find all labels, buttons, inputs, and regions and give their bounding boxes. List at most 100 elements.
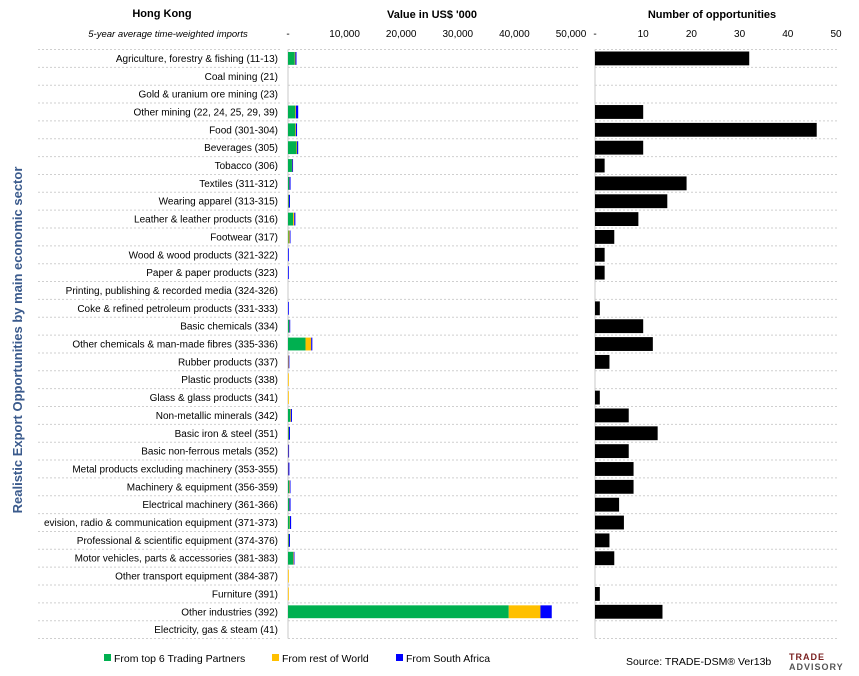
category-label: Motor vehicles, parts & accessories (381… bbox=[75, 554, 278, 565]
value-bar-sa bbox=[289, 319, 291, 333]
category-label: Non-metallic minerals (342) bbox=[156, 411, 278, 422]
opp-bar bbox=[595, 194, 668, 209]
category-label: Beverages (305) bbox=[204, 143, 278, 154]
opp-tick-label: - bbox=[593, 29, 596, 40]
category-label: Leather & leather products (316) bbox=[134, 215, 278, 226]
category-label: Tobacco (306) bbox=[215, 161, 278, 172]
legend-swatch-rest bbox=[272, 654, 279, 661]
opp-bar bbox=[595, 122, 817, 137]
category-label: Metal products excluding machinery (353-… bbox=[72, 464, 278, 475]
category-label: Textiles (311-312) bbox=[199, 179, 278, 190]
value-bar-rest bbox=[293, 212, 295, 226]
value-bar-sa bbox=[311, 337, 313, 351]
category-label: Other transport equipment (384-387) bbox=[115, 572, 278, 583]
category-label: Footwear (317) bbox=[210, 232, 278, 243]
legend-label-rest: From rest of World bbox=[282, 653, 369, 665]
value-bar-rest bbox=[290, 409, 292, 422]
value-bar-rest bbox=[293, 551, 294, 565]
opp-bar bbox=[595, 551, 615, 566]
opp-bar bbox=[595, 390, 600, 405]
category-label: Food (301-304) bbox=[209, 125, 278, 136]
category-label: Paper & paper products (323) bbox=[146, 268, 278, 279]
value-bar-top6 bbox=[288, 230, 289, 244]
category-label: Agriculture, forestry & fishing (11-13) bbox=[116, 54, 278, 65]
category-label: Basic iron & steel (351) bbox=[175, 429, 278, 440]
value-bar-sa bbox=[297, 141, 299, 155]
category-label: Basic chemicals (334) bbox=[180, 322, 278, 333]
value-bar-sa bbox=[294, 212, 296, 226]
value-bar-sa bbox=[292, 159, 294, 172]
value-bar-rest bbox=[288, 391, 289, 404]
value-bar-sa bbox=[288, 355, 290, 369]
legend: From top 6 Trading Partners From rest of… bbox=[104, 653, 490, 665]
category-label: Other mining (22, 24, 25, 29, 39) bbox=[133, 107, 278, 118]
opp-bar bbox=[595, 265, 605, 280]
category-label: Professional & scientific equipment (374… bbox=[77, 536, 278, 547]
opp-bar bbox=[595, 354, 610, 369]
value-bar-sa bbox=[288, 301, 289, 315]
opp-bar bbox=[595, 604, 663, 619]
opp-bar bbox=[595, 105, 644, 119]
value-chart-title: Value in US$ '000 bbox=[387, 9, 477, 21]
category-label: Plastic products (338) bbox=[181, 375, 278, 386]
value-bar-sa bbox=[289, 516, 292, 529]
category-label: Coal mining (21) bbox=[205, 72, 278, 83]
value-bar-sa bbox=[288, 426, 290, 440]
opp-bar bbox=[595, 444, 629, 459]
value-bar-top6 bbox=[288, 605, 509, 619]
opp-bar bbox=[595, 426, 658, 441]
value-bar-sa bbox=[288, 248, 289, 262]
value-tick-label: 20,000 bbox=[386, 29, 417, 40]
opp-bar bbox=[595, 301, 600, 316]
opp-bar bbox=[595, 212, 639, 226]
category-label: Electricity, gas & steam (41) bbox=[154, 625, 278, 636]
legend-label-top6: From top 6 Trading Partners bbox=[114, 653, 245, 665]
opp-tick-label: 10 bbox=[638, 29, 650, 40]
opp-bar bbox=[595, 337, 653, 351]
legend-swatch-top6 bbox=[104, 654, 111, 661]
category-label: Coke & refined petroleum products (331-3… bbox=[77, 304, 278, 315]
value-bar-top6 bbox=[288, 516, 290, 529]
value-bar-rest bbox=[508, 605, 541, 619]
value-bar-top6 bbox=[288, 319, 290, 333]
value-tick-label: 30,000 bbox=[443, 29, 474, 40]
value-bar-sa bbox=[289, 480, 291, 494]
value-bar-top6 bbox=[288, 409, 291, 422]
value-bar-top6 bbox=[288, 551, 294, 565]
value-tick-label: 10,000 bbox=[329, 29, 360, 40]
opp-bar bbox=[595, 140, 644, 155]
value-bar-sa bbox=[540, 605, 552, 619]
opp-chart-title: Number of opportunities bbox=[648, 9, 776, 21]
source-note: Source: TRADE-DSM® Ver13b bbox=[626, 656, 771, 668]
opp-bar bbox=[595, 319, 644, 334]
value-bar-top6 bbox=[288, 426, 289, 440]
value-bar-sa bbox=[295, 105, 299, 119]
category-label: Electrical machinery (361-366) bbox=[142, 500, 278, 511]
value-bar-sa bbox=[288, 266, 289, 280]
value-bar-top6 bbox=[288, 212, 294, 226]
vertical-axis-title: Realistic Export Opportunities by main e… bbox=[10, 167, 25, 514]
value-bar-sa bbox=[293, 551, 295, 565]
value-tick-label: 40,000 bbox=[499, 29, 530, 40]
value-bar-top6 bbox=[288, 337, 306, 351]
opp-bar bbox=[595, 51, 750, 66]
value-bar-rest bbox=[288, 569, 289, 583]
opp-tick-label: 40 bbox=[782, 29, 794, 40]
category-label: Machinery & equipment (356-359) bbox=[127, 482, 278, 493]
value-bar-top6 bbox=[288, 159, 292, 172]
logo-line1: TRADE bbox=[789, 652, 825, 662]
value-bar-top6 bbox=[288, 123, 296, 137]
row-separators bbox=[38, 49, 839, 640]
value-bar-sa bbox=[289, 498, 291, 512]
value-bar-sa bbox=[295, 52, 297, 65]
value-bar-sa bbox=[295, 123, 298, 137]
opp-bar bbox=[595, 247, 605, 262]
value-bar-rest bbox=[305, 337, 312, 351]
category-label: Basic non-ferrous metals (352) bbox=[141, 447, 278, 458]
category-labels: Agriculture, forestry & fishing (11-13) C… bbox=[44, 54, 278, 636]
value-tick-label: - bbox=[286, 29, 289, 40]
opp-bar bbox=[595, 479, 634, 494]
category-label: Wearing apparel (313-315) bbox=[159, 197, 278, 208]
category-label: Gold & uranium ore mining (23) bbox=[138, 90, 278, 101]
